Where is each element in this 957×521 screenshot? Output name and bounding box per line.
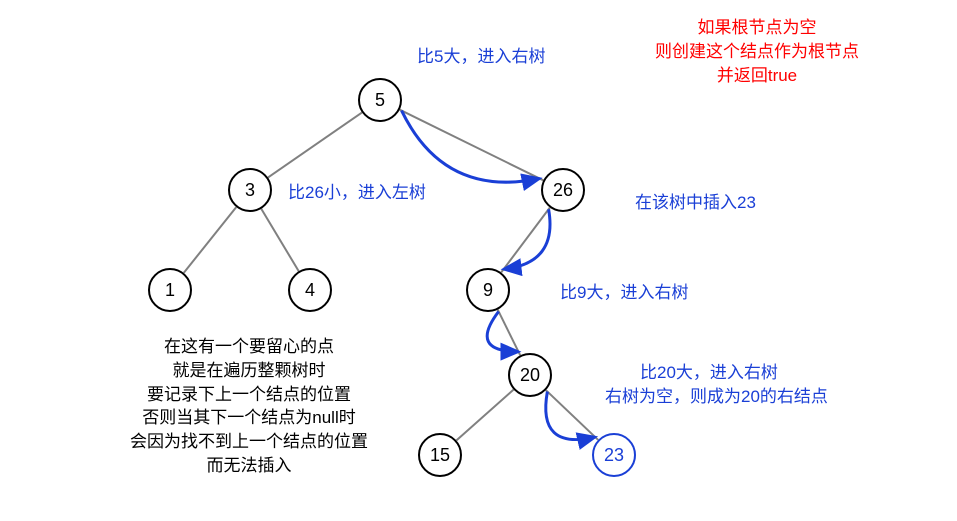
node-label: 5: [375, 90, 385, 111]
tree-node-9: 9: [466, 268, 510, 312]
note-root-null: 如果根节点为空 则创建这个结点作为根节点 并返回true: [655, 16, 859, 87]
node-label: 9: [483, 280, 493, 301]
annotation-step3: 比9大，进入右树: [560, 278, 688, 303]
annotation-text: 在该树中插入23: [635, 193, 756, 212]
note-line: 否则当其下一个结点为null时: [130, 406, 368, 430]
note-line: 并返回true: [655, 64, 859, 88]
note-line: 如果根节点为空: [655, 16, 859, 40]
annotation-insert-target: 在该树中插入23: [635, 188, 756, 213]
annotation-step4-line2: 右树为空，则成为20的右结点: [605, 382, 828, 407]
note-line: 则创建这个结点作为根节点: [655, 40, 859, 64]
annotation-text: 比26小，进入左树: [288, 183, 426, 202]
node-label: 23: [604, 445, 624, 466]
tree-node-23: 23: [592, 433, 636, 477]
note-line: 就是在遍历整颗树时: [130, 359, 368, 383]
annotation-step2: 比26小，进入左树: [288, 178, 426, 203]
note-line: 在这有一个要留心的点: [130, 335, 368, 359]
annotation-text: 比20大，进入右树: [640, 363, 778, 382]
node-label: 26: [553, 180, 573, 201]
note-traversal-tip: 在这有一个要留心的点 就是在遍历整颗树时 要记录下上一个结点的位置 否则当其下一…: [130, 335, 368, 478]
annotation-text: 比9大，进入右树: [560, 283, 688, 302]
tree-node-3: 3: [228, 168, 272, 212]
annotation-step1: 比5大，进入右树: [417, 42, 545, 67]
node-label: 4: [305, 280, 315, 301]
tree-node-15: 15: [418, 433, 462, 477]
tree-node-4: 4: [288, 268, 332, 312]
node-label: 1: [165, 280, 175, 301]
note-line: 要记录下上一个结点的位置: [130, 383, 368, 407]
node-label: 3: [245, 180, 255, 201]
tree-node-1: 1: [148, 268, 192, 312]
tree-node-5: 5: [358, 78, 402, 122]
annotation-text: 右树为空，则成为20的右结点: [605, 387, 828, 406]
note-line: 会因为找不到上一个结点的位置: [130, 430, 368, 454]
node-label: 15: [430, 445, 450, 466]
annotation-text: 比5大，进入右树: [417, 47, 545, 66]
note-line: 而无法插入: [130, 454, 368, 478]
tree-node-20: 20: [508, 353, 552, 397]
tree-node-26: 26: [541, 168, 585, 212]
node-label: 20: [520, 365, 540, 386]
annotation-step4-line1: 比20大，进入右树: [640, 358, 778, 383]
